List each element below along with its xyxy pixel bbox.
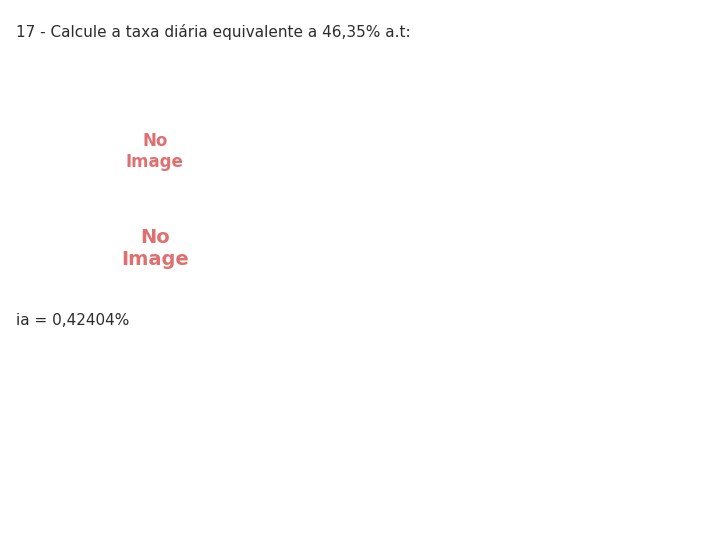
Text: ia = 0,42404%: ia = 0,42404% [16, 313, 129, 328]
Text: No
Image: No Image [121, 228, 189, 269]
Text: No
Image: No Image [126, 132, 184, 171]
Text: 17 - Calcule a taxa diária equivalente a 46,35% a.t:: 17 - Calcule a taxa diária equivalente a… [16, 24, 410, 40]
